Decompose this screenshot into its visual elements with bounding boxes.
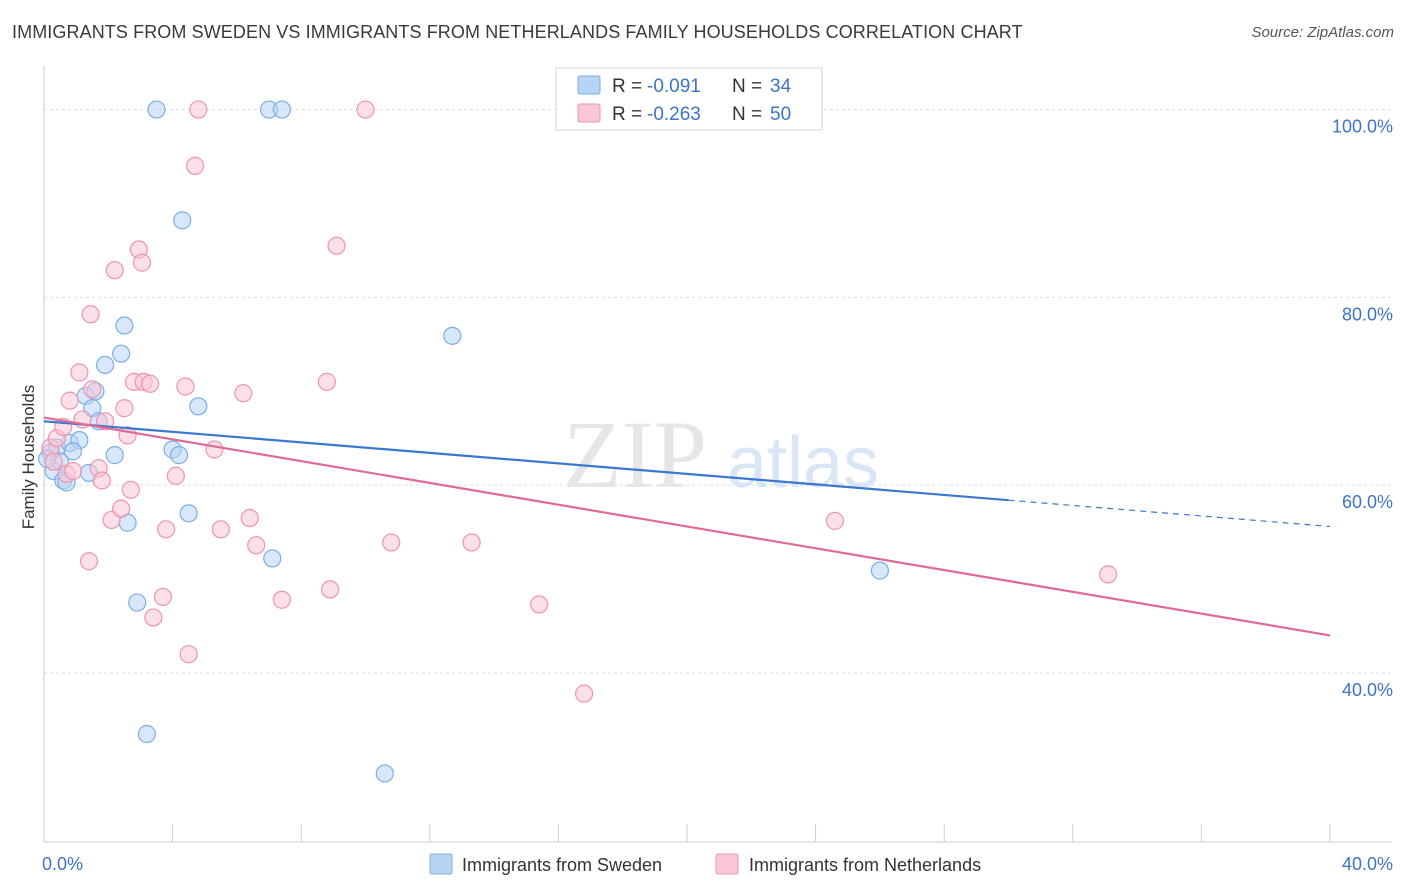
y-tick-label-1: 80.0% (1342, 304, 1393, 324)
watermark: ZIP atlas (563, 401, 879, 508)
chart-source: Source: ZipAtlas.com (1251, 24, 1394, 41)
netherlands-point-23 (132, 253, 152, 272)
sweden-point-27 (263, 549, 282, 568)
netherlands-point-32 (186, 156, 205, 176)
sweden-point-18 (128, 593, 147, 612)
series-legend-swatch-netherlands (715, 853, 739, 875)
netherlands-point-26 (144, 608, 163, 627)
netherlands-point-47 (575, 684, 594, 703)
x-tick-label-1: 40.0% (1342, 854, 1393, 874)
netherlands-point-11 (83, 380, 102, 399)
watermark-zip: ZIP (563, 401, 707, 508)
netherlands-point-45 (462, 533, 481, 552)
y-tick-label-0: 100.0% (1332, 117, 1393, 137)
stat-legend-n-label-netherlands: N = (732, 104, 762, 125)
sweden-point-23 (173, 211, 192, 230)
axes (43, 66, 1392, 843)
stat-legend-n-label-sweden: N = (732, 76, 762, 97)
y-tick-label-3: 40.0% (1342, 680, 1393, 700)
netherlands-point-44 (382, 533, 401, 552)
sweden-point-16 (115, 316, 134, 335)
data-points (38, 100, 1118, 783)
netherlands-point-40 (317, 372, 337, 391)
sweden-point-28 (272, 100, 292, 119)
netherlands-point-41 (321, 580, 340, 599)
netherlands-point-46 (530, 595, 549, 614)
y-axis-label: Family Households (19, 385, 38, 530)
netherlands-point-37 (240, 508, 259, 528)
series-legend-swatch-sweden (429, 853, 453, 875)
netherlands-point-28 (157, 520, 176, 539)
netherlands-point-35 (211, 520, 230, 539)
netherlands-point-39 (272, 590, 292, 609)
sweden-point-13 (95, 355, 115, 375)
sweden-point-29 (375, 764, 394, 783)
netherlands-point-13 (92, 471, 111, 490)
y-tick-label-2: 60.0% (1342, 492, 1393, 512)
sweden-point-19 (137, 724, 156, 744)
netherlands-point-27 (153, 587, 173, 607)
netherlands-point-1 (44, 452, 63, 471)
netherlands-trend-line (43, 416, 1331, 637)
sweden-trend-line (43, 420, 1009, 502)
sweden-point-33 (63, 442, 83, 461)
series-legend: Immigrants from Sweden Immigrants from N… (429, 853, 981, 875)
netherlands-point-6 (63, 461, 83, 481)
netherlands-point-43 (356, 100, 375, 119)
sweden-point-14 (105, 446, 124, 465)
netherlands-point-7 (70, 363, 89, 382)
netherlands-point-31 (179, 645, 198, 664)
sweden-point-31 (870, 561, 890, 580)
stat-legend-r-value-netherlands: -0.263 (647, 104, 701, 125)
netherlands-point-36 (234, 384, 253, 403)
netherlands-point-20 (121, 480, 140, 499)
netherlands-point-30 (176, 377, 195, 396)
sweden-trend-extension (1008, 499, 1331, 528)
stat-legend-swatch-sweden (577, 75, 601, 95)
stat-legend-swatch-netherlands (577, 103, 601, 123)
netherlands-point-16 (105, 261, 124, 280)
tick-labels: 100.0% 80.0% 60.0% 40.0% 0.0% 40.0% (42, 117, 1393, 874)
netherlands-point-33 (189, 100, 208, 119)
watermark-atlas: atlas (727, 423, 879, 503)
sweden-point-15 (112, 344, 131, 363)
x-tick-label-0: 0.0% (42, 854, 83, 874)
trend-lines (43, 416, 1331, 637)
sweden-point-22 (169, 446, 189, 465)
netherlands-point-5 (60, 391, 79, 410)
stat-legend-n-value-sweden: 34 (770, 76, 792, 97)
stat-legend-r-value-sweden: -0.091 (647, 76, 701, 97)
netherlands-point-18 (115, 399, 134, 418)
series-legend-label-netherlands: Immigrants from Netherlands (749, 855, 981, 875)
netherlands-point-42 (327, 236, 346, 255)
netherlands-point-48 (825, 511, 844, 530)
chart-title: IMMIGRANTS FROM SWEDEN VS IMMIGRANTS FRO… (12, 22, 1023, 42)
netherlands-point-9 (79, 552, 99, 571)
stat-legend-r-label-sweden: R = (612, 76, 642, 97)
stat-legend-n-value-netherlands: 50 (770, 104, 791, 125)
netherlands-point-10 (81, 305, 100, 324)
netherlands-point-25 (140, 374, 160, 393)
netherlands-point-49 (1099, 565, 1118, 584)
stat-legend-r-label-netherlands: R = (612, 104, 642, 125)
sweden-point-24 (179, 504, 198, 523)
sweden-point-25 (189, 397, 208, 416)
netherlands-point-38 (247, 536, 266, 555)
netherlands-point-34 (205, 440, 224, 459)
netherlands-point-17 (112, 499, 131, 518)
stat-legend: R = -0.091 N = 34 R = -0.263 N = 50 (555, 67, 823, 131)
sweden-point-20 (147, 100, 166, 119)
sweden-point-30 (443, 326, 462, 345)
netherlands-point-29 (166, 466, 185, 485)
series-legend-label-sweden: Immigrants from Sweden (462, 855, 662, 875)
